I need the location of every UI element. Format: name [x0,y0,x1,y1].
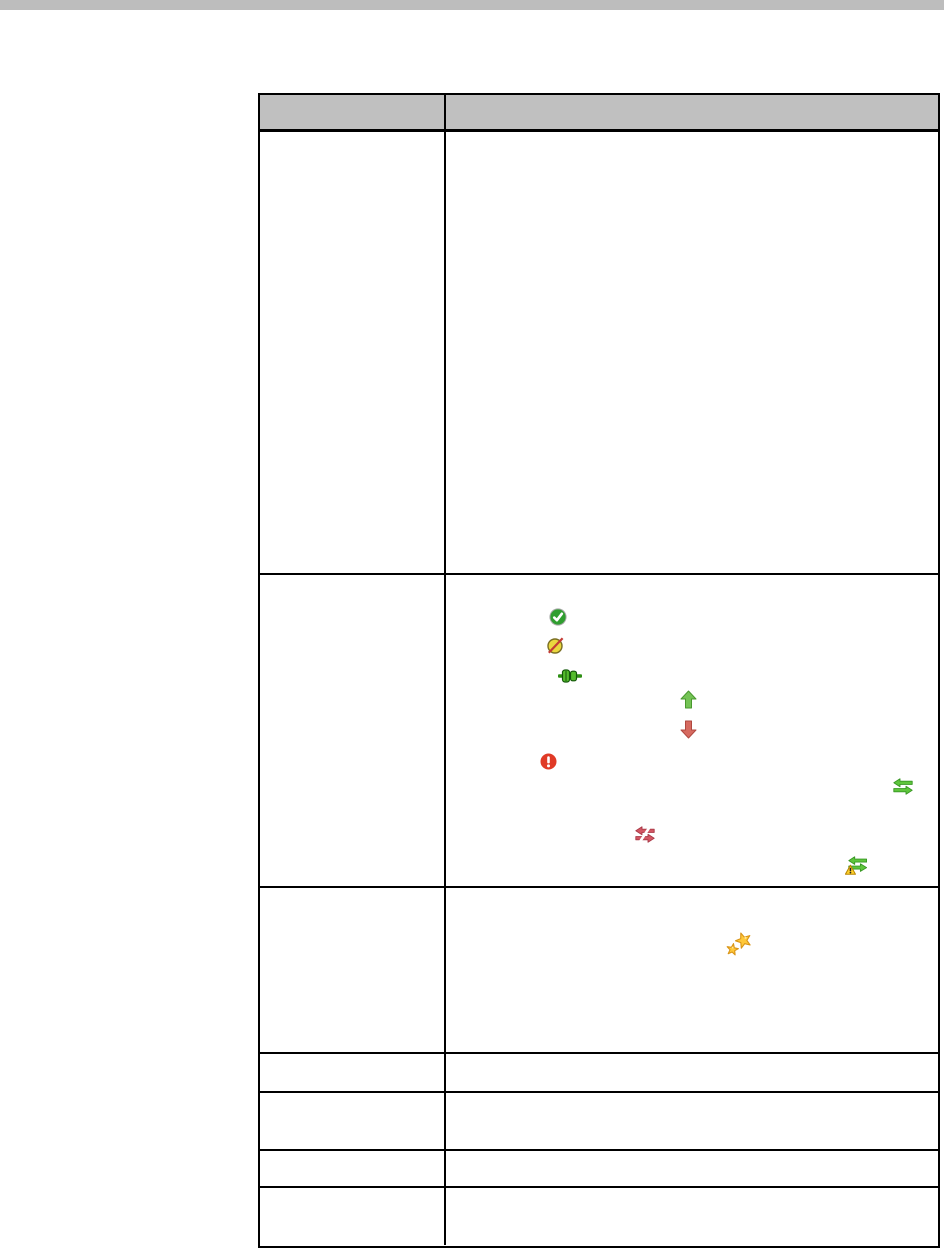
table-cell [260,1188,444,1245]
window-chrome-strip [0,0,944,10]
table-row [260,1052,938,1091]
table-header-cell-1 [260,95,444,129]
table-cell [444,132,938,573]
table-cell [444,1054,938,1091]
table-cell [444,1188,938,1245]
table-row [260,130,938,573]
transfer-warning-icon [844,856,868,875]
status-disabled-icon [546,636,565,655]
table-header-cell-2 [444,95,938,129]
table-cell [260,888,444,1052]
arrow-up-icon [680,690,697,709]
table-cell [444,1093,938,1149]
table-row [260,1186,938,1245]
new-stars-icon [724,930,752,958]
table-row [260,886,938,1052]
table-cell [444,888,938,1052]
table-row [260,573,938,886]
status-ok-icon [549,608,567,626]
alert-icon [540,753,557,770]
table-cell [444,1151,938,1186]
table-cell [260,1054,444,1091]
table-row [260,1149,938,1186]
table-cell [260,132,444,573]
table-cell [260,1093,444,1149]
table-cell [260,1151,444,1186]
table-header-row [260,95,938,130]
connector-icon [558,669,582,683]
transfer-active-icon [893,778,913,795]
table-cell [260,575,444,886]
transfer-broken-icon [635,825,655,844]
table-row [260,1091,938,1149]
arrow-down-icon [680,720,697,739]
table-cell [444,575,938,886]
status-icons-table [258,93,940,1248]
